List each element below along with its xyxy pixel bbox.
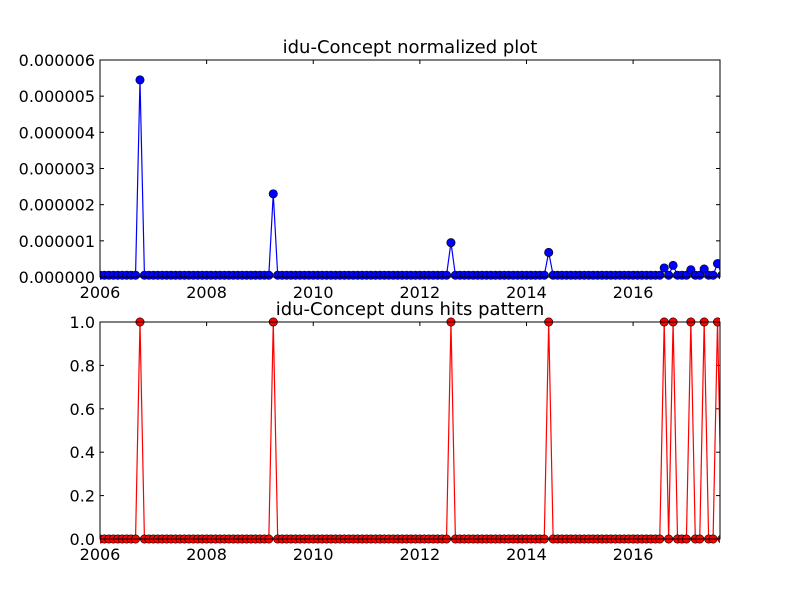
normalized-data-point <box>655 270 665 280</box>
normalized-x-tick-label: 2006 <box>80 283 121 302</box>
normalized-y-tick-label: 0.000000 <box>19 268 95 287</box>
hits-y-tick-label: 0.8 <box>70 356 95 375</box>
normalized-y-tick-label: 0.000004 <box>19 123 95 142</box>
hits-x-tick-label: 2008 <box>186 545 227 564</box>
normalized-data-point <box>708 270 718 280</box>
normalized-x-tick-label: 2012 <box>400 283 441 302</box>
normalized-x-tick-label: 2014 <box>506 283 547 302</box>
normalized-data-point <box>442 270 452 280</box>
normalized-data-point <box>135 75 145 85</box>
normalized-data-point <box>264 270 274 280</box>
hits-pattern-axes-frame <box>99 321 721 540</box>
normalized-plot-title: idu-Concept normalized plot <box>283 37 538 58</box>
normalized-y-tick-label: 0.000006 <box>19 51 95 70</box>
normalized-y-tick-label: 0.000002 <box>19 196 95 215</box>
hits-pattern-panel: idu-Concept duns hits pattern 2006 2008 20… <box>70 299 721 564</box>
normalized-y-tick-label: 0.000001 <box>19 232 95 251</box>
hits-y-tick-label: 0.6 <box>70 400 95 419</box>
normalized-data-point <box>668 260 678 270</box>
hits-x-tick-label: 2014 <box>506 545 547 564</box>
normalized-data-point <box>664 270 674 280</box>
normalized-plot-ticks: 2006 2008 2010 2012 2014 2016 0.000000 0.000001… <box>19 51 720 302</box>
hits-x-tick-label: 2006 <box>80 545 121 564</box>
hits-x-tick-label: 2012 <box>400 545 441 564</box>
normalized-y-tick-label: 0.000003 <box>19 160 95 179</box>
normalized-data-point <box>713 259 720 269</box>
hits-y-tick-label: 1.0 <box>70 313 95 332</box>
normalized-data-point <box>446 238 456 248</box>
normalized-plot-panel: idu-Concept normalized plot 2006 2008 2010… <box>19 37 721 302</box>
normalized-data-point <box>268 189 278 199</box>
hits-pattern-ticks: 2006 2008 2010 2012 2014 2016 0.0 0.2 0.4 0.6 0.8 1… <box>70 313 720 564</box>
normalized-data-point <box>131 270 141 280</box>
hits-y-tick-label: 0.4 <box>70 443 95 462</box>
hits-x-tick-label: 2016 <box>613 545 654 564</box>
normalized-x-tick-label: 2010 <box>293 283 334 302</box>
normalized-data-point <box>699 264 709 274</box>
hits-pattern-title: idu-Concept duns hits pattern <box>276 299 545 320</box>
hits-y-tick-label: 0.2 <box>70 487 95 506</box>
normalized-data-point <box>539 270 549 280</box>
normalized-x-tick-label: 2016 <box>613 283 654 302</box>
normalized-data-point <box>544 247 554 257</box>
normalized-plot-axes-frame <box>99 59 721 278</box>
normalized-y-tick-label: 0.000005 <box>19 87 95 106</box>
normalized-x-tick-label: 2008 <box>186 283 227 302</box>
normalized-data-point <box>659 263 669 273</box>
hits-y-tick-label: 0.0 <box>70 530 95 549</box>
hits-x-tick-label: 2010 <box>293 545 334 564</box>
